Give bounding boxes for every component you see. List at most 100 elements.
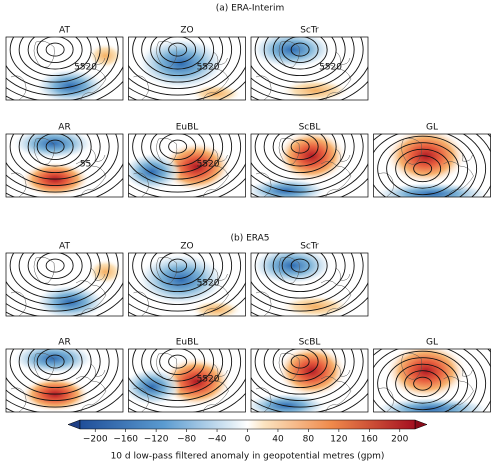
contour: [395, 148, 451, 189]
map-panel: [128, 37, 246, 100]
map-panel: [128, 253, 246, 316]
contour: [128, 349, 233, 402]
contour: [373, 349, 487, 412]
contour: [128, 37, 233, 90]
panel-label: GL: [426, 123, 438, 133]
contour: [251, 253, 364, 312]
panel-label: ScTr: [300, 26, 319, 36]
contour: [159, 349, 197, 376]
contour: [281, 37, 319, 64]
contour: [45, 258, 65, 273]
contour: [141, 349, 215, 389]
panel-frame: [373, 133, 491, 198]
anomaly: [251, 393, 328, 412]
panel-frame: [128, 348, 246, 413]
contour: [36, 37, 74, 64]
contour: [251, 349, 364, 408]
colorbar-tick-label: −160: [113, 435, 138, 445]
contour: [36, 253, 74, 280]
panel-frame: [250, 252, 369, 317]
contour: [6, 349, 119, 408]
coastline: [10, 256, 107, 316]
coastline: [255, 352, 352, 412]
contour: [128, 253, 242, 312]
contour: [18, 37, 92, 77]
contour: [18, 349, 92, 389]
contour-label: 5520: [319, 63, 342, 73]
colorbar-high: [414, 419, 428, 430]
contour: [141, 134, 215, 174]
map-panel: [251, 134, 368, 197]
colorbar-tick-label: −200: [83, 435, 108, 445]
contour: [132, 349, 224, 395]
contour: [263, 134, 337, 174]
contour: [395, 363, 451, 404]
anomaly: [385, 134, 468, 185]
colorbar-tick-label: 160: [361, 435, 378, 445]
contour: [290, 42, 310, 57]
anomaly: [128, 152, 182, 191]
contour: [386, 142, 460, 196]
anomaly: [276, 349, 347, 398]
panel-label: AR: [58, 123, 70, 133]
contour: [45, 139, 65, 154]
panel-label: ScBL: [299, 338, 321, 348]
panel-label: EuBL: [176, 123, 199, 133]
contour: [272, 253, 328, 286]
anomaly: [35, 284, 106, 316]
coastline: [378, 352, 474, 412]
contour: [9, 253, 101, 299]
contour: [413, 161, 433, 176]
contour: [373, 134, 487, 197]
contour: [159, 134, 197, 161]
anomaly: [280, 295, 351, 316]
panel-frame: [128, 36, 246, 101]
contour: [45, 42, 65, 57]
coastline: [133, 256, 229, 316]
panel-label: AT: [59, 26, 70, 36]
panel-frame: [128, 252, 246, 317]
contour: [404, 155, 442, 183]
anomaly: [251, 178, 328, 197]
section-title: (b) ERA5: [230, 234, 269, 244]
contour-label: 55: [80, 160, 91, 170]
contour: [132, 253, 224, 299]
contour: [251, 253, 355, 306]
contour: [290, 139, 310, 154]
colorbar-tick-label: −80: [177, 435, 196, 445]
contour: [168, 258, 188, 273]
panel-label: GL: [426, 338, 438, 348]
contour: [251, 134, 355, 187]
colorbar-tick-label: −40: [208, 435, 227, 445]
anomaly: [11, 134, 94, 160]
coastline: [133, 352, 229, 412]
contour: [128, 349, 242, 408]
contour: [141, 37, 215, 77]
colorbar-tick-label: 40: [272, 435, 284, 445]
contour: [373, 134, 478, 197]
panel-label: ZO: [180, 26, 193, 36]
colorbar-label: 10 d low-pass filtered anomaly in geopot…: [111, 452, 385, 462]
panel-label: ScTr: [300, 242, 319, 252]
coastline: [133, 40, 229, 100]
contour: [9, 349, 101, 395]
panel-frame: [128, 133, 246, 198]
contour: [263, 253, 337, 293]
anomaly: [11, 349, 94, 375]
contour: [168, 354, 188, 369]
panel-label: EuBL: [176, 338, 199, 348]
contour: [128, 134, 233, 187]
contour: [128, 253, 233, 306]
contour: [128, 134, 242, 193]
contour: [159, 253, 197, 280]
contour: [6, 134, 119, 193]
contour: [263, 349, 337, 389]
anomaly: [276, 134, 347, 183]
contour: [150, 37, 206, 70]
contour: [9, 37, 101, 83]
contour: [27, 253, 83, 286]
contour: [251, 37, 364, 96]
contour: [36, 349, 74, 376]
map-panel: [251, 253, 368, 316]
